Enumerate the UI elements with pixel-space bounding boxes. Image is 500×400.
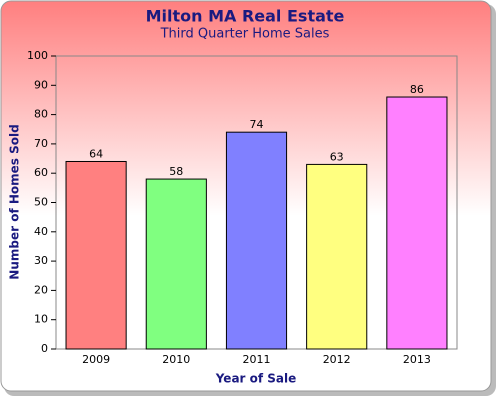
data-label: 63: [330, 150, 344, 163]
bar: [386, 96, 448, 350]
bar: [225, 131, 288, 350]
bar: [145, 178, 207, 350]
data-label: 74: [250, 118, 264, 131]
data-label: 64: [89, 147, 103, 160]
y-tick-label: 50: [34, 196, 48, 209]
data-label: 86: [410, 83, 424, 96]
x-tick-label: 2010: [162, 353, 190, 366]
y-tick-label: 0: [41, 342, 48, 355]
y-tick-label: 10: [34, 313, 48, 326]
x-tick-label: 2012: [323, 353, 351, 366]
chart-title: Milton MA Real Estate: [146, 7, 345, 26]
x-axis-label: Year of Sale: [215, 372, 297, 386]
y-axis-label: Number of Homes Sold: [8, 124, 22, 279]
y-tick-label: 30: [34, 254, 48, 267]
bar: [65, 160, 127, 350]
y-tick-label: 100: [27, 49, 48, 62]
data-label: 58: [169, 165, 183, 178]
x-tick-label: 2013: [403, 353, 431, 366]
y-tick-label: 40: [34, 225, 48, 238]
y-tick-label: 80: [34, 108, 48, 121]
y-tick-label: 20: [34, 283, 48, 296]
chart-subtitle: Third Quarter Home Sales: [160, 27, 330, 42]
x-tick-label: 2011: [243, 353, 271, 366]
x-tick-label: 2009: [82, 353, 110, 366]
y-tick-label: 90: [34, 78, 48, 91]
y-tick-label: 70: [34, 137, 48, 150]
y-tick-label: 60: [34, 166, 48, 179]
bar: [306, 163, 368, 350]
